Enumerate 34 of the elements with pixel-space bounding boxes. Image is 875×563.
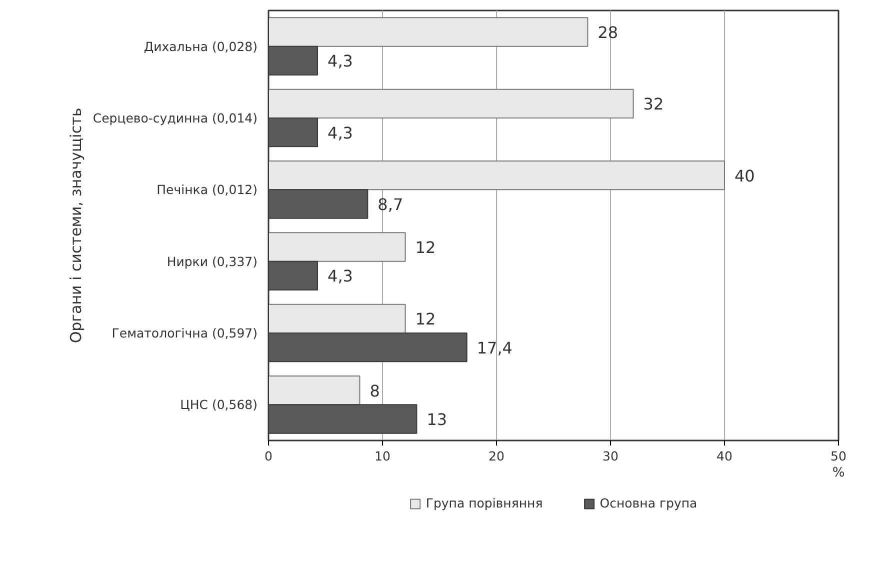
- x-tick-label: 40: [716, 448, 732, 464]
- data-label: 8: [370, 381, 380, 400]
- bar: [268, 160, 725, 190]
- bar: [268, 376, 360, 406]
- data-label: 4,3: [328, 266, 353, 286]
- x-tick-label: 20: [488, 448, 504, 464]
- data-label: 8,7: [378, 195, 404, 214]
- x-tick-label: 50: [830, 448, 846, 464]
- data-label: 4,3: [328, 123, 353, 142]
- y-tick-label: Гематологічна (0,597): [112, 326, 258, 340]
- data-label: 40: [734, 166, 755, 186]
- y-tick-label: Дихальна (0,028): [144, 38, 258, 54]
- x-axis-title: %: [832, 466, 845, 480]
- y-axis-title: Органи і системи, значущість: [66, 108, 85, 344]
- bar: [268, 17, 588, 47]
- y-tick-label: Серцево-судинна (0,014): [92, 110, 258, 126]
- data-label: 32: [643, 94, 664, 114]
- bar: [268, 232, 406, 262]
- bar: [268, 304, 406, 334]
- y-tick-label: Нирки (0,337): [166, 254, 258, 269]
- data-label: 4,3: [328, 52, 353, 71]
- x-tick-label: 0: [264, 448, 273, 464]
- y-tick-label: Печінка (0,012): [156, 182, 258, 198]
- data-label: 12: [415, 310, 436, 329]
- x-tick-label: 10: [374, 448, 390, 464]
- legend-label: Група порівняння: [426, 496, 543, 510]
- bar: [268, 88, 634, 118]
- y-tick-label: ЦНС (0,568): [180, 397, 258, 412]
- data-label: 17,4: [476, 338, 512, 358]
- data-label: 12: [415, 238, 436, 257]
- legend-label: Основна група: [600, 496, 698, 510]
- data-label: 28: [598, 23, 618, 42]
- data-label: 13: [426, 410, 448, 429]
- x-tick-label: 30: [602, 448, 618, 464]
